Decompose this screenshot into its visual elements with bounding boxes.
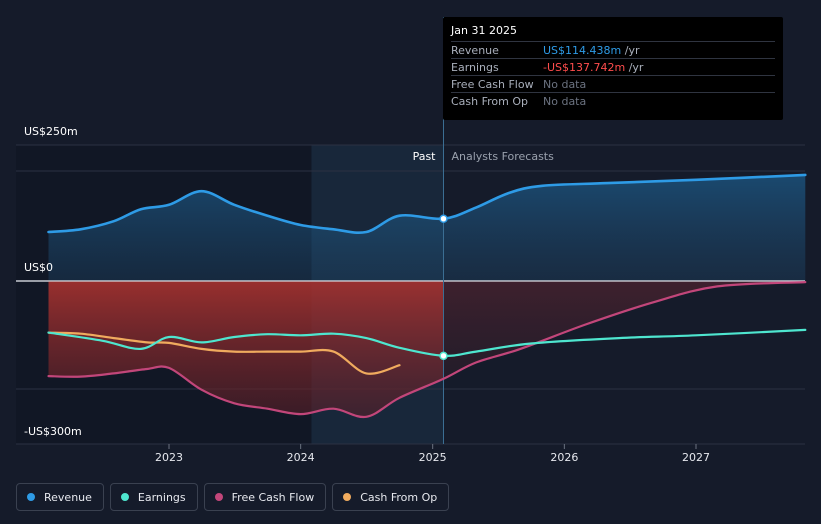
tooltip-row-name: Cash From Op xyxy=(451,95,529,108)
cash-from-op-dot-icon xyxy=(343,493,352,501)
past-label: Past xyxy=(413,150,437,163)
tooltip: Jan 31 2025 Revenue US$114.438m /yr Earn… xyxy=(443,17,783,120)
tooltip-row-value-wrap: US$114.438m /yr xyxy=(543,44,640,57)
tooltip-row-unit: /yr xyxy=(624,44,640,57)
y-axis-bottom-label: -US$300m xyxy=(24,425,82,438)
x-tick-label: 2027 xyxy=(682,451,710,464)
legend-label: Revenue xyxy=(44,490,92,504)
tooltip-row-name: Revenue xyxy=(451,44,499,57)
forecast-label: Analysts Forecasts xyxy=(452,150,555,163)
legend: Revenue Earnings Free Cash Flow Cash Fro… xyxy=(16,483,450,511)
free-cash-flow-dot-icon xyxy=(214,493,223,501)
earnings-marker xyxy=(439,351,448,361)
revenue-line xyxy=(47,173,807,235)
tooltip-row-free-cash-flow: Free Cash Flow No data xyxy=(451,75,775,93)
tooltip-row-value: No data xyxy=(543,95,587,108)
legend-label: Cash From Op xyxy=(360,490,438,504)
tooltip-row-unit: /yr xyxy=(628,61,644,74)
x-tick-label: 2023 xyxy=(155,451,183,464)
revenue-dot-icon xyxy=(27,493,35,501)
legend-item-cash-from-op[interactable]: Cash From Op xyxy=(332,483,450,511)
cash-from-op-line xyxy=(47,331,401,375)
tooltip-row-value: No data xyxy=(543,78,587,91)
legend-label: Earnings xyxy=(137,490,186,504)
legend-item-revenue[interactable]: Revenue xyxy=(16,483,104,511)
x-tick-label: 2025 xyxy=(419,451,447,464)
tooltip-row-earnings: Earnings -US$137.742m /yr xyxy=(451,58,775,76)
revenue-area xyxy=(48,174,806,281)
negative-area-forecast xyxy=(443,281,806,379)
legend-item-free-cash-flow[interactable]: Free Cash Flow xyxy=(203,483,327,511)
tooltip-row-name: Free Cash Flow xyxy=(451,78,534,91)
tooltip-row-value: -US$137.742m xyxy=(543,61,626,74)
tooltip-row-value-wrap: -US$137.742m /yr xyxy=(543,61,643,74)
revenue-marker xyxy=(439,214,448,223)
tooltip-date: Jan 31 2025 xyxy=(451,24,517,37)
legend-item-earnings[interactable]: Earnings xyxy=(109,483,198,511)
x-tick-label: 2024 xyxy=(287,451,315,464)
y-axis-top-label: US$250m xyxy=(24,125,78,138)
x-tick-label: 2026 xyxy=(550,451,578,464)
negative-area-past xyxy=(48,281,444,417)
tooltip-row-value: US$114.438m xyxy=(543,44,622,57)
free-cash-flow-line xyxy=(47,281,807,419)
tooltip-row-cash-from-op: Cash From Op No data xyxy=(451,92,775,110)
tooltip-row-value-wrap: No data xyxy=(543,78,586,91)
tooltip-row-revenue: Revenue US$114.438m /yr xyxy=(451,41,775,59)
tooltip-row-name: Earnings xyxy=(451,61,499,74)
legend-label: Free Cash Flow xyxy=(231,490,315,504)
earnings-dot-icon xyxy=(120,493,129,501)
y-axis-zero-label: US$0 xyxy=(24,261,54,274)
tooltip-row-value-wrap: No data xyxy=(543,95,586,108)
earnings-line xyxy=(47,328,807,358)
